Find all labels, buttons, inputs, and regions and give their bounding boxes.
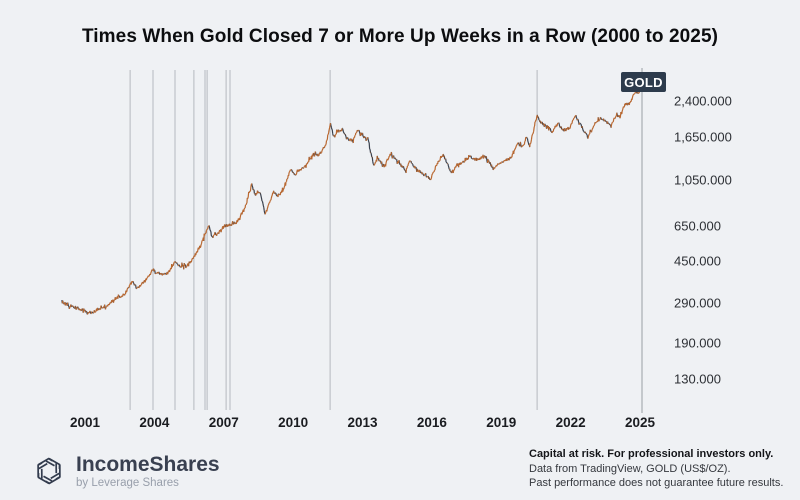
price-series-down-weeks [61, 90, 641, 315]
brand-name: IncomeShares [76, 453, 220, 476]
x-axis-tick-label: 2010 [278, 415, 309, 430]
y-axis-tick-label: 130.000 [674, 371, 721, 387]
disclaimer-line-1: Capital at risk. For professional invest… [529, 448, 774, 460]
incomeshares-hex-icon [37, 457, 61, 485]
symbol-badge: GOLD [621, 72, 666, 92]
y-axis-tick-label: 1,650.000 [674, 129, 732, 145]
price-series-up-weeks [61, 90, 642, 315]
y-axis-tick-label: 290.000 [674, 295, 721, 311]
x-axis-tick-label: 2025 [624, 415, 656, 430]
x-axis-tick-label: 2013 [347, 415, 378, 430]
brand-subtitle: by Leverage Shares [76, 477, 179, 489]
x-axis-tick-label: 2019 [486, 415, 517, 430]
disclaimer-block: Capital at risk. For professional invest… [529, 447, 783, 490]
y-axis-tick-label: 1,050.000 [674, 172, 732, 188]
x-axis-tick-label: 2004 [139, 415, 170, 430]
x-axis-tick-label: 2001 [69, 415, 101, 430]
y-axis-tick-label: 650.000 [674, 218, 721, 234]
x-axis-tick-label: 2016 [416, 415, 447, 430]
chart-title: Times When Gold Closed 7 or More Up Week… [81, 26, 719, 47]
y-axis-tick-label: 450.000 [674, 253, 721, 269]
y-axis-tick-label: 2,400.000 [674, 93, 732, 109]
y-axis-tick-label: 190.000 [674, 335, 721, 351]
x-axis-tick-label: 2007 [208, 415, 239, 430]
brand-text-block: IncomeShares by Leverage Shares [76, 453, 220, 490]
disclaimer-line-2: Data from TradingView, GOLD (US$/OZ). [529, 462, 731, 475]
x-axis-tick-label: 2022 [555, 415, 586, 430]
disclaimer-line-3: Past performance does not guarantee futu… [529, 476, 784, 489]
brand-logo: IncomeShares by Leverage Shares [33, 454, 220, 489]
